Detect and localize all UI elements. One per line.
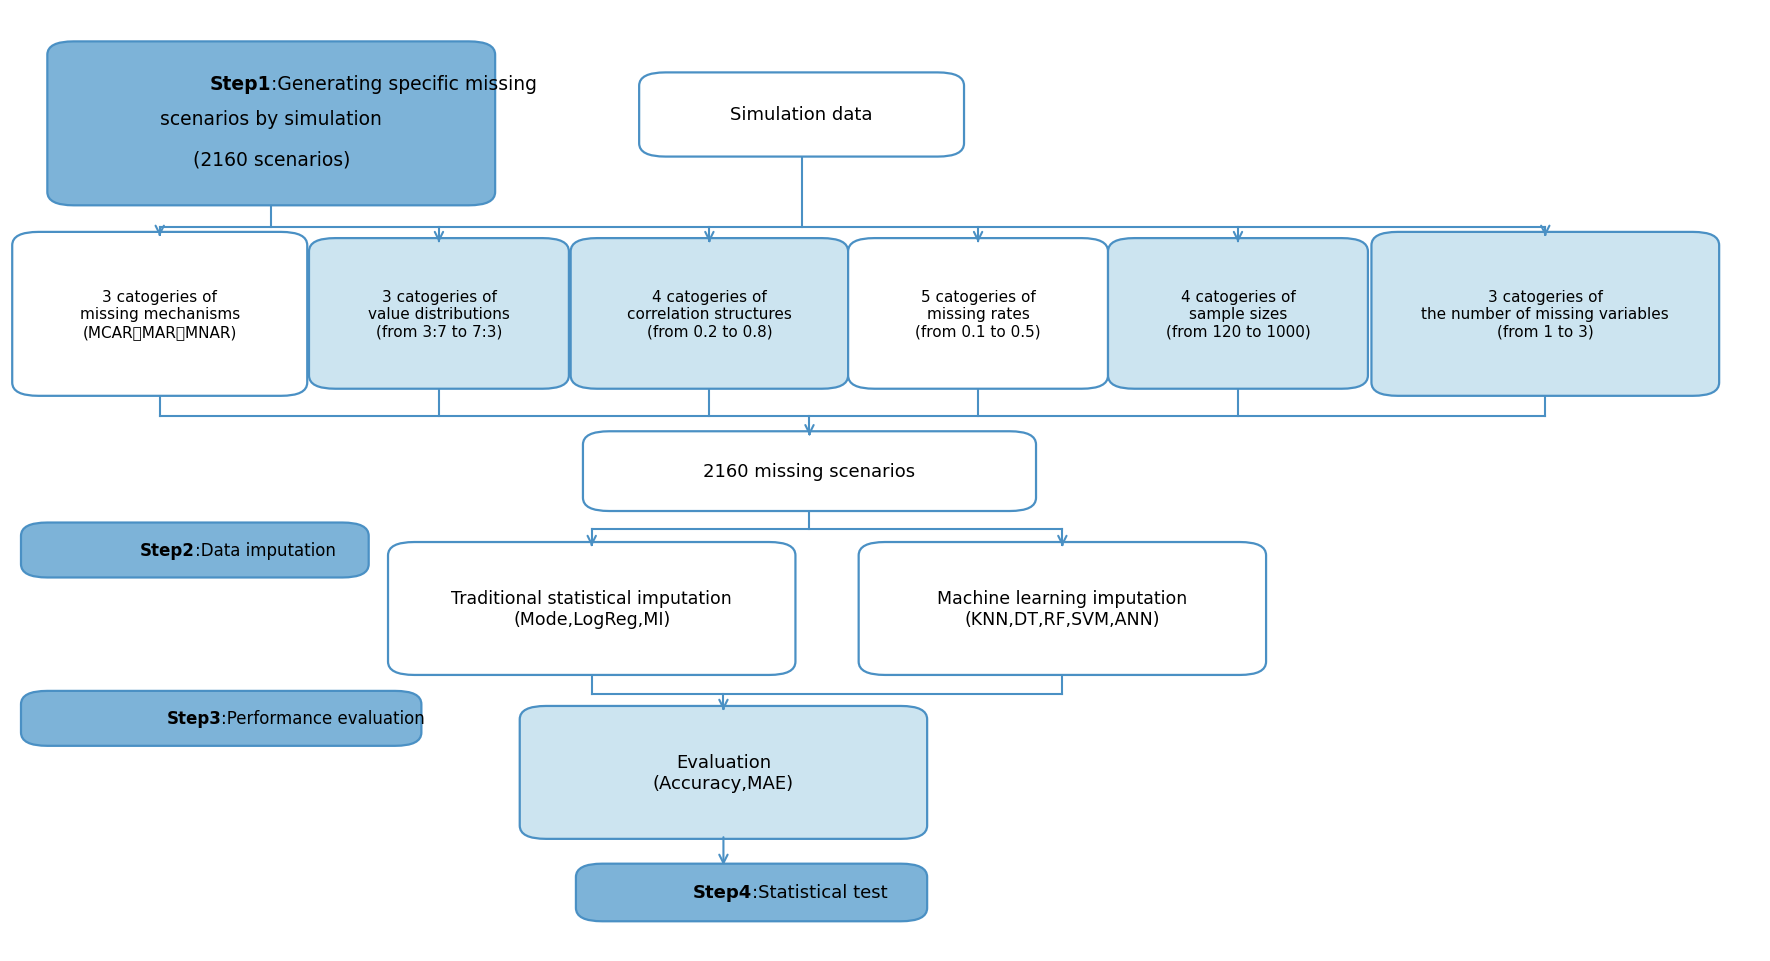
FancyBboxPatch shape [582,431,1035,511]
FancyBboxPatch shape [848,239,1108,389]
FancyBboxPatch shape [12,233,308,396]
FancyBboxPatch shape [48,42,496,206]
Text: 4 catogeries of
correlation structures
(from 0.2 to 0.8): 4 catogeries of correlation structures (… [627,289,791,339]
Text: :Generating specific missing: :Generating specific missing [271,75,538,94]
Text: 4 catogeries of
sample sizes
(from 120 to 1000): 4 catogeries of sample sizes (from 120 t… [1166,289,1310,339]
Text: :Statistical test: :Statistical test [752,883,887,901]
Text: 3 catogeries of
the number of missing variables
(from 1 to 3): 3 catogeries of the number of missing va… [1421,289,1669,339]
FancyBboxPatch shape [1372,233,1719,396]
Text: 5 catogeries of
missing rates
(from 0.1 to 0.5): 5 catogeries of missing rates (from 0.1 … [915,289,1041,339]
FancyBboxPatch shape [310,239,568,389]
Text: scenarios by simulation: scenarios by simulation [161,111,382,130]
Text: Step1: Step1 [209,75,271,94]
Text: :Performance evaluation: :Performance evaluation [221,709,425,727]
Text: Step2: Step2 [140,541,195,559]
FancyBboxPatch shape [388,542,795,676]
Text: Evaluation
(Accuracy,MAE): Evaluation (Accuracy,MAE) [653,753,795,792]
Text: Step3: Step3 [166,709,221,727]
Text: 3 catogeries of
missing mechanisms
(MCAR、MAR、MNAR): 3 catogeries of missing mechanisms (MCAR… [80,289,241,339]
Text: Machine learning imputation
(KNN,DT,RF,SVM,ANN): Machine learning imputation (KNN,DT,RF,S… [938,589,1188,628]
Text: Traditional statistical imputation
(Mode,LogReg,MI): Traditional statistical imputation (Mode… [451,589,733,628]
FancyBboxPatch shape [570,239,848,389]
FancyBboxPatch shape [1108,239,1368,389]
FancyBboxPatch shape [21,691,421,746]
Text: Simulation data: Simulation data [731,107,873,124]
Text: :Data imputation: :Data imputation [195,541,336,559]
Text: 3 catogeries of
value distributions
(from 3:7 to 7:3): 3 catogeries of value distributions (fro… [368,289,510,339]
FancyBboxPatch shape [575,864,927,922]
Text: (2160 scenarios): (2160 scenarios) [193,150,350,169]
Text: Step4: Step4 [692,883,752,901]
FancyBboxPatch shape [21,523,368,578]
FancyBboxPatch shape [858,542,1266,676]
FancyBboxPatch shape [639,73,965,158]
Text: 2160 missing scenarios: 2160 missing scenarios [703,462,915,480]
FancyBboxPatch shape [520,706,927,839]
